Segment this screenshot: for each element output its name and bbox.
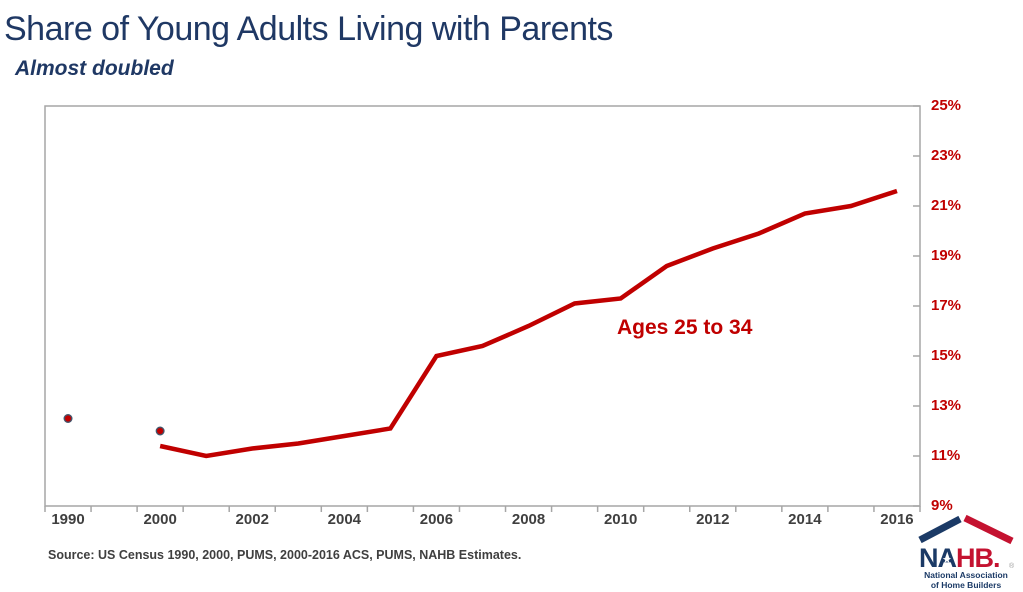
source-note: Source: US Census 1990, 2000, PUMS, 2000… [48,548,522,562]
house-roof-icon: NAHB. ★ ® National Association of Home B… [918,514,1015,590]
x-axis-label: 2000 [143,511,177,528]
y-axis-label: 9% [931,497,953,514]
data-line-ages-25-34 [159,188,898,459]
series-annotation: Ages 25 to 34 [617,316,753,339]
registered-mark: ® [1009,562,1015,570]
census-data-point [155,426,165,436]
star-icon: ★ [942,554,952,566]
x-axis-label: 1990 [51,511,85,528]
nahb-logo: NAHB. ★ ® National Association of Home B… [916,513,1016,591]
census-data-point [63,414,73,424]
x-axis-label: 2006 [419,511,454,528]
y-axis-label: 21% [931,197,962,214]
x-axis-label: 2010 [603,511,638,528]
x-axis-label: 2002 [235,511,269,528]
x-axis-label: 2016 [880,511,914,528]
y-axis-label: 25% [931,97,962,114]
y-axis-label: 17% [931,297,962,314]
plot-border [44,105,921,507]
y-axis-label: 19% [931,247,962,264]
x-axis-label: 2004 [327,511,362,528]
page-subtitle: Almost doubled [15,57,174,80]
page-title: Share of Young Adults Living with Parent… [4,10,613,48]
svg-text:of Home Builders: of Home Builders [931,580,1002,590]
svg-text:NAHB.: NAHB. [919,543,1000,573]
y-axis-label: 11% [931,447,961,464]
y-axis-label: 13% [931,397,962,414]
svg-text:National Association: National Association [924,570,1008,580]
x-axis-label: 2012 [696,511,730,528]
y-axis-label: 15% [931,347,962,364]
x-axis-label: 2014 [788,511,822,528]
x-axis-label: 2008 [511,511,546,528]
y-axis-label: 23% [931,147,962,164]
